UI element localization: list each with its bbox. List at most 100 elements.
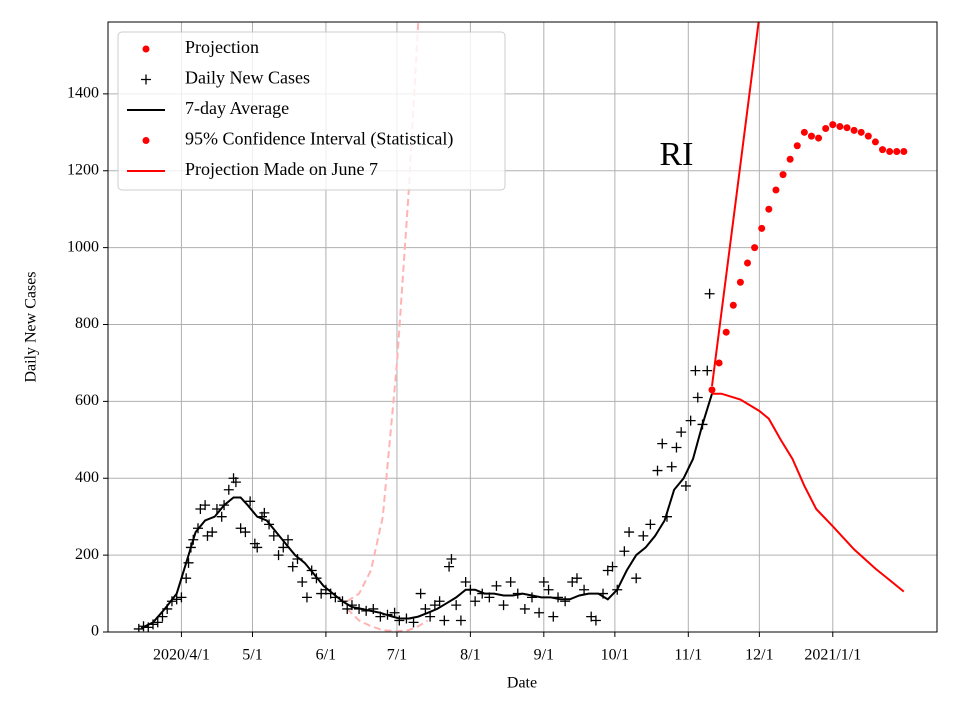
plus-marker [297,577,308,588]
legend-label: Projection [185,37,259,57]
dot-marker [893,148,901,156]
plus-marker [560,596,571,607]
plus-marker [368,603,379,614]
axes-frame [107,21,938,633]
plus-marker [176,592,187,603]
plus-marker [598,588,609,599]
plus-marker [666,461,677,472]
x-tick-label: 2021/1/1 [804,647,861,664]
x-tick-label: 10/1 [601,647,629,664]
plus-marker [188,534,199,545]
plus-marker [657,438,668,449]
plus-marker [162,603,173,614]
plus-marker [211,504,222,515]
x-tick-label: 12/1 [745,647,773,664]
y-tick-label: 1000 [67,238,99,255]
plus-marker [259,507,270,518]
plus-marker [245,496,256,507]
plus-marker [491,580,502,591]
plus-marker [230,477,241,488]
plus-marker [408,617,419,628]
plus-marker [287,561,298,572]
y-tick-label: 400 [75,469,99,486]
plus-marker [207,527,218,538]
plus-marker [401,613,412,624]
dot-marker [793,142,801,150]
dot-marker [857,128,865,136]
plus-marker [702,365,713,376]
plus-marker [697,419,708,430]
plus-marker [446,553,457,564]
plus-marker [590,615,601,626]
plus-marker [138,621,149,632]
x-tick-label: 11/1 [674,647,702,664]
dot-marker [886,148,894,156]
x-tick-label: 8/1 [460,647,480,664]
legend-label: 95% Confidence Interval (Statistical) [185,129,453,150]
plus-marker [382,609,393,620]
dot-marker [758,224,766,232]
dot-marker [722,328,730,336]
x-axis-label: Date [507,675,537,692]
y-tick-label: 200 [75,546,99,563]
legend-marker [142,45,150,53]
plus-marker [607,561,618,572]
plus-marker [306,565,317,576]
plus-marker [311,573,322,584]
plus-marker [680,480,691,491]
plus-marker [624,527,635,538]
plus-marker [301,592,312,603]
plus-marker [526,592,537,603]
dot-marker [843,124,851,132]
dot-marker [807,132,815,140]
plus-marker [337,596,348,607]
plus-marker [157,611,168,622]
legend: Projection Daily New Cases 7-day Average 95… [117,31,506,191]
dot-marker [815,134,823,142]
plus-marker [183,557,194,568]
plus-marker [181,573,192,584]
plus-marker [460,577,471,588]
plus-marker [292,553,303,564]
plus-marker [361,605,372,616]
plus-marker [631,573,642,584]
legend-label: 7-day Average [185,98,289,118]
plus-marker [652,465,663,476]
line [711,22,905,593]
plus-marker [252,542,263,553]
plus-marker [185,542,196,553]
plus-marker [389,607,400,618]
dot-marker [836,123,844,131]
plus-marker [612,584,623,595]
dot-marker [779,171,787,179]
plus-marker [685,415,696,426]
axes: 0 200 400 600 800 1000 1200 1400 2020/4/1 5/1 6/1 7… [67,85,861,664]
x-tick-label: 9/1 [534,647,554,664]
plus-marker [579,584,590,595]
dot-marker [786,155,794,163]
dot-marker [765,205,773,213]
plus-marker [216,511,227,522]
legend-label: Daily New Cases [185,68,310,88]
plus-marker [543,584,554,595]
dot-marker [864,132,872,140]
plus-marker [470,596,481,607]
y-tick-label: 800 [75,315,99,332]
plus-marker [268,530,279,541]
plus-marker [223,484,234,495]
dot-marker [871,138,879,146]
plus-marker [548,611,559,622]
dot-marker [744,259,752,267]
annotation: RI [659,136,693,173]
plus-marker [354,603,365,614]
plus-marker [451,600,462,611]
dot-marker [729,301,737,309]
plus-marker [505,577,516,588]
legend-marker [142,137,150,144]
y-tick-label: 0 [91,623,99,640]
y-tick-label: 1200 [67,161,99,178]
y-tick-label: 1400 [67,85,99,102]
plus-marker [484,592,495,603]
plus-marker [676,427,687,438]
